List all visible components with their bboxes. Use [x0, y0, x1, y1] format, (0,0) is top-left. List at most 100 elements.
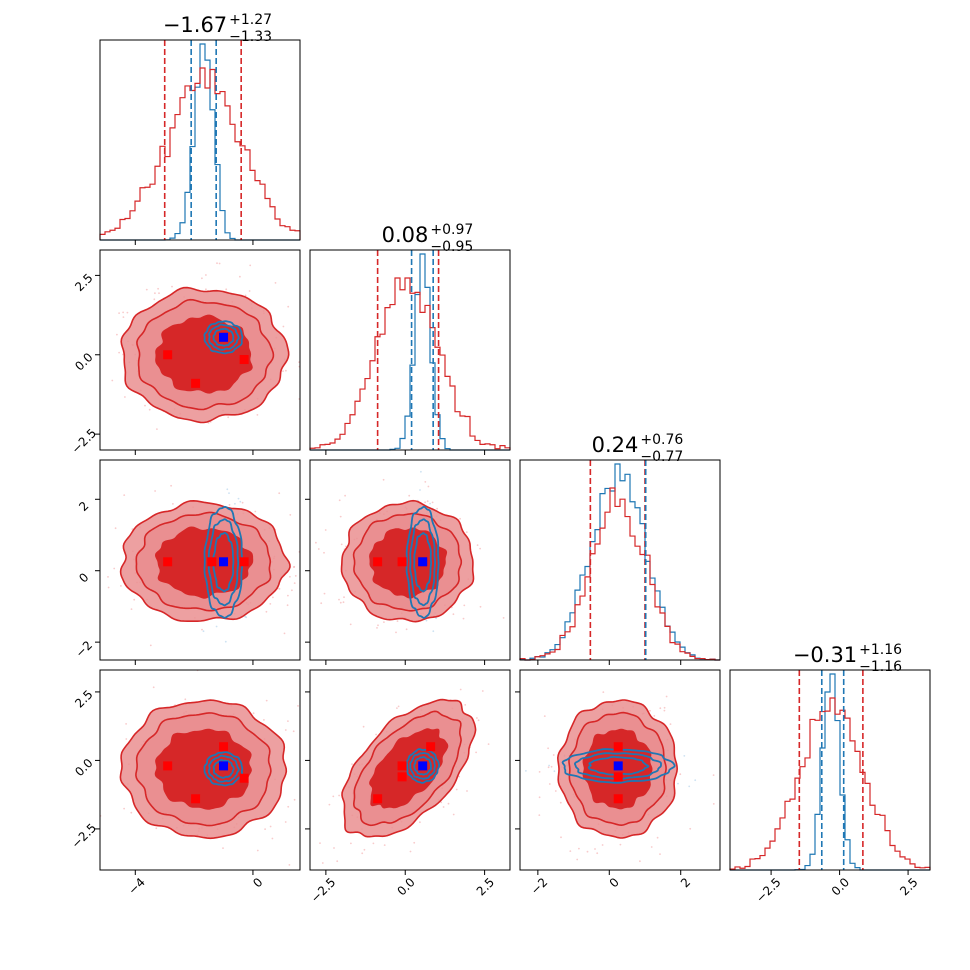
scatter-dot: [458, 775, 460, 778]
pair-panel-2-1: [309, 459, 511, 661]
panel-title-lower: −1.33: [229, 29, 272, 45]
scatter-dot: [93, 511, 95, 513]
scatter-dot: [234, 502, 236, 505]
scatter-dot: [336, 860, 339, 863]
scatter-dot: [538, 814, 541, 816]
scatter-dot: [315, 541, 317, 544]
scatter-dot: [455, 788, 458, 791]
scatter-dot: [477, 719, 480, 722]
scatter-dot: [201, 277, 203, 280]
scatter-dot: [525, 770, 527, 772]
scatter-dot: [375, 733, 377, 736]
scatter-dot: [679, 773, 682, 776]
red-histogram: [99, 67, 301, 240]
scatter-dot: [547, 766, 550, 769]
scatter-dot: [144, 404, 146, 407]
scatter-dot: [396, 620, 399, 622]
scatter-dot: [284, 729, 287, 731]
scatter-dot: [424, 481, 427, 483]
pair-panel-content: [93, 460, 300, 660]
scatter-dot: [538, 796, 541, 799]
scatter-dot: [663, 706, 666, 709]
scatter-dot: [476, 544, 479, 546]
scatter-dot: [397, 705, 400, 708]
scatter-dot: [170, 484, 173, 487]
pair-panel-3-1: [309, 669, 511, 871]
scatter-dot: [342, 601, 345, 604]
panel-frame: [99, 459, 301, 661]
pair-panel-content: [96, 250, 310, 450]
scatter-dot: [291, 589, 293, 592]
y-tick-label: −2: [73, 638, 95, 660]
scatter-dot: [98, 775, 100, 777]
scatter-dot: [553, 770, 556, 773]
scatter-dot: [639, 860, 641, 863]
blue-contour-mid: [409, 752, 436, 780]
scatter-dot: [297, 705, 299, 707]
scatter-dot: [282, 370, 284, 372]
scatter-dot: [481, 690, 484, 692]
scatter-dot: [226, 488, 229, 491]
blue-contour-outer: [405, 748, 441, 784]
scatter-dot: [96, 347, 98, 349]
scatter-dot: [306, 798, 308, 800]
panel-title-0: −1.67: [163, 13, 227, 37]
panel-title-lower: −1.16: [859, 659, 902, 675]
blue-square-marker: [219, 557, 229, 567]
blue-square-marker: [418, 761, 428, 771]
scatter-dot: [256, 414, 259, 416]
blue-histogram: [519, 463, 720, 661]
scatter-dot: [649, 709, 651, 712]
scatter-dot: [554, 790, 557, 792]
scatter-dot: [689, 827, 692, 830]
scatter-dot: [272, 596, 274, 599]
scatter-dot: [145, 288, 148, 291]
scatter-dot: [383, 621, 385, 623]
scatter-dot: [405, 628, 408, 631]
scatter-dot: [351, 763, 353, 765]
scatter-dot: [120, 585, 122, 587]
scatter-dot: [225, 288, 228, 291]
diagonal-panel-2: 0.24 +0.76−0.77: [519, 432, 721, 661]
scatter-dot: [271, 837, 274, 840]
scatter-dot: [659, 853, 661, 855]
scatter-dot: [222, 847, 224, 849]
scatter-dot: [123, 807, 125, 810]
scatter-dot: [538, 771, 541, 773]
x-tick-label: 2.5: [897, 875, 920, 898]
red-histogram: [309, 277, 511, 450]
scatter-dot: [476, 717, 478, 719]
scatter-dot: [274, 282, 277, 284]
x-tick-label: −4: [125, 875, 147, 897]
red-square-marker: [373, 794, 383, 804]
pair-panel-content: [520, 670, 720, 870]
scatter-dot: [459, 517, 461, 520]
scatter-dot: [419, 821, 421, 824]
scatter-dot: [249, 264, 252, 267]
red-square-marker: [191, 794, 201, 804]
scatter-dot: [596, 852, 599, 855]
scatter-dot: [184, 698, 187, 701]
y-tick-label: 0.0: [72, 350, 95, 373]
scatter-dot: [96, 824, 98, 826]
panel-title-upper: +1.27: [229, 12, 272, 28]
scatter-dot: [218, 262, 221, 265]
scatter-dot: [425, 619, 428, 622]
scatter-dot: [227, 416, 230, 419]
scatter-dot: [205, 288, 207, 291]
pair-panel-content: [310, 670, 510, 870]
scatter-dot: [653, 715, 656, 717]
scatter-dot: [308, 330, 310, 332]
panel-background: [520, 460, 720, 660]
blue-contour-outer: [203, 506, 244, 619]
x-tick-label: −2.5: [753, 875, 784, 906]
scatter-dot: [282, 325, 285, 328]
scatter-dot: [153, 298, 156, 301]
scatter-dot: [665, 695, 668, 698]
panel-frame: [99, 39, 301, 241]
scatter-dot: [269, 603, 272, 605]
scatter-dot: [125, 723, 127, 725]
scatter-dot: [254, 510, 257, 513]
scatter-dot: [287, 720, 289, 722]
red-histogram: [729, 697, 931, 870]
